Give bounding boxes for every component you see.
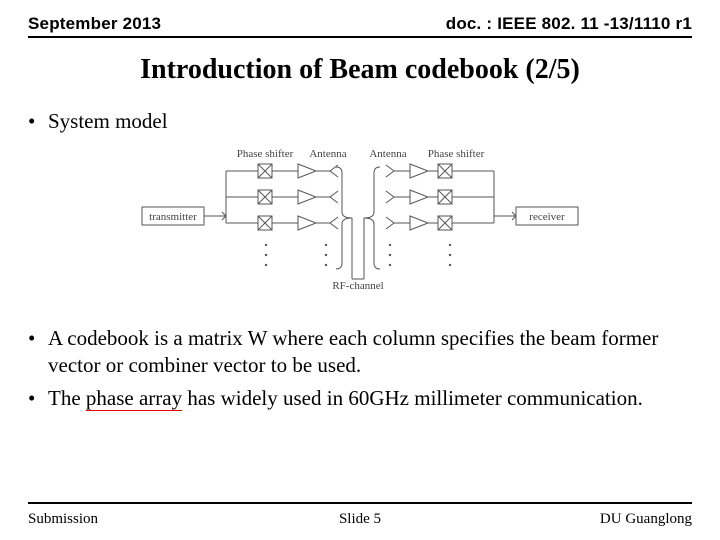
bullet-1: • System model: [28, 108, 692, 135]
page-title: Introduction of Beam codebook (2/5): [28, 54, 692, 86]
bullet-text: The phase array has widely used in 60GHz…: [48, 385, 692, 412]
svg-text:Antenna: Antenna: [369, 148, 406, 160]
svg-text:Phase shifter: Phase shifter: [237, 148, 294, 160]
svg-text:transmitter: transmitter: [149, 211, 197, 223]
footer-rule: [28, 502, 692, 504]
system-model-svg: Phase shifter Antenna Antenna Phase shifter…: [140, 141, 580, 301]
header-docid: doc. : IEEE 802. 11 -13/1110 r1: [446, 14, 692, 34]
svg-text:RF-channel: RF-channel: [332, 280, 383, 292]
header-rule: [28, 36, 692, 38]
bullet-text: System model: [48, 108, 692, 135]
svg-text:Phase shifter: Phase shifter: [428, 148, 485, 160]
svg-text:receiver: receiver: [529, 211, 565, 223]
bullet-marker: •: [28, 108, 48, 135]
bullet-2: • A codebook is a matrix W where each co…: [28, 325, 692, 379]
content-area: • System model Phase shifter Antenna Anten…: [28, 108, 692, 412]
svg-text:Antenna: Antenna: [309, 148, 346, 160]
header: September 2013 doc. : IEEE 802. 11 -13/1…: [28, 14, 692, 34]
bullet-marker: •: [28, 325, 48, 379]
footer: Submission Slide 5 DU Guanglong: [28, 511, 692, 528]
header-date: September 2013: [28, 14, 161, 34]
bullet-text: A codebook is a matrix W where each colu…: [48, 325, 692, 379]
system-model-diagram: Phase shifter Antenna Antenna Phase shifter…: [28, 141, 692, 301]
bullet-3: • The phase array has widely used in 60G…: [28, 385, 692, 412]
footer-center: Slide 5: [28, 511, 692, 528]
bullet-marker: •: [28, 385, 48, 412]
